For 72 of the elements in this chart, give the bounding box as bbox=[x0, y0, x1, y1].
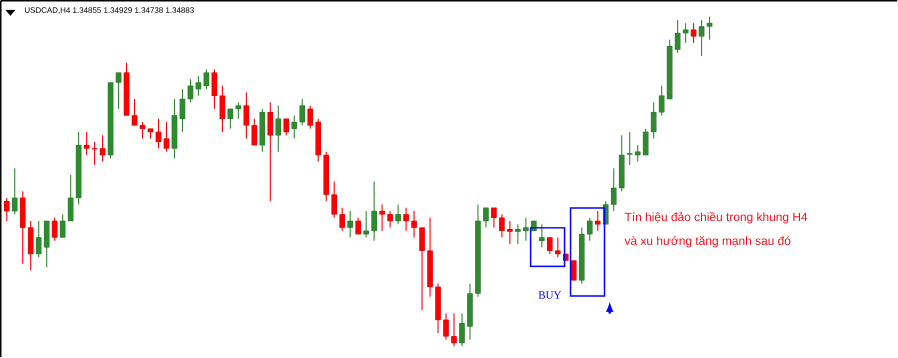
candlestick bbox=[698, 19, 704, 57]
candlestick bbox=[236, 102, 242, 120]
candlestick bbox=[164, 122, 170, 152]
candlestick bbox=[188, 78, 194, 103]
candlestick bbox=[499, 214, 505, 238]
annotation: và xu hướng tăng mạnh sau đó bbox=[624, 236, 790, 248]
candlestick bbox=[634, 144, 640, 162]
candlestick bbox=[443, 312, 449, 340]
candlestick bbox=[148, 128, 154, 140]
candlestick bbox=[491, 207, 497, 228]
candlestick bbox=[363, 210, 369, 238]
candlestick bbox=[682, 22, 688, 44]
annotation: Tín hiệu đảo chiều trong khung H4 bbox=[624, 212, 808, 224]
candlestick bbox=[411, 210, 417, 238]
candlestick bbox=[674, 19, 680, 54]
candlestick bbox=[379, 204, 385, 232]
candlestick bbox=[68, 174, 74, 222]
candlestick bbox=[204, 68, 210, 90]
candlestick bbox=[52, 217, 58, 242]
candlestick bbox=[84, 131, 90, 156]
candlestick bbox=[196, 75, 202, 96]
candlestick bbox=[132, 98, 138, 126]
candlestick bbox=[419, 227, 425, 311]
candlestick bbox=[140, 122, 146, 140]
candlestick bbox=[594, 210, 601, 232]
candlestick bbox=[451, 312, 457, 347]
candlestick bbox=[116, 72, 122, 110]
candlestick bbox=[212, 68, 218, 110]
candlestick bbox=[547, 236, 553, 255]
candlestick bbox=[100, 134, 106, 162]
candlestick bbox=[507, 220, 513, 245]
candlestick bbox=[299, 98, 306, 126]
candlestick bbox=[275, 105, 282, 152]
candlestick bbox=[395, 204, 401, 225]
candlestick bbox=[12, 168, 18, 215]
candlestick bbox=[180, 88, 186, 133]
candlestick bbox=[228, 108, 234, 130]
candlestick bbox=[523, 217, 529, 242]
candlestick bbox=[252, 118, 258, 146]
candlestick bbox=[283, 118, 290, 136]
candlestick bbox=[642, 128, 648, 156]
candlestick bbox=[570, 260, 577, 281]
candlestick bbox=[483, 207, 489, 228]
candlestick bbox=[610, 168, 617, 212]
candlestick bbox=[92, 141, 98, 166]
candlestick bbox=[586, 217, 593, 242]
candlestick bbox=[331, 180, 338, 218]
candlestick bbox=[339, 207, 345, 232]
candlestick bbox=[515, 224, 521, 245]
candlestick bbox=[291, 114, 298, 140]
candlestick bbox=[387, 210, 393, 228]
candlestick bbox=[626, 131, 633, 166]
candlestick bbox=[220, 85, 226, 133]
candlestick bbox=[347, 210, 353, 238]
candlestick bbox=[650, 102, 656, 140]
candlestick bbox=[355, 217, 361, 235]
candlestick bbox=[555, 236, 561, 258]
candlestick bbox=[706, 16, 712, 40]
candlestick bbox=[4, 197, 10, 222]
candlestick bbox=[658, 85, 664, 116]
candlestick bbox=[307, 105, 314, 130]
candlestick bbox=[371, 180, 377, 242]
candlestick bbox=[690, 22, 696, 44]
candlestick bbox=[403, 207, 409, 232]
candlestick bbox=[156, 118, 162, 150]
candlestick bbox=[36, 220, 42, 258]
annotation: BUY bbox=[538, 291, 562, 299]
candlestick bbox=[268, 102, 274, 202]
candlestick bbox=[60, 214, 66, 238]
candlestick bbox=[459, 312, 465, 347]
candlestick bbox=[539, 224, 545, 248]
candlestick bbox=[244, 92, 250, 140]
